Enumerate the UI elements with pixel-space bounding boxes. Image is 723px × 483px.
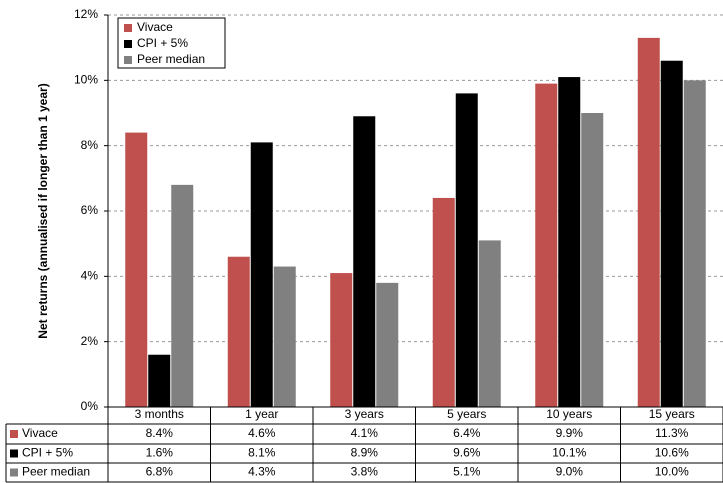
value-label: 8.9% bbox=[351, 446, 379, 460]
legend-box bbox=[117, 17, 226, 69]
value-label: 9.9% bbox=[556, 426, 584, 440]
legend-swatch bbox=[124, 24, 132, 32]
legend-swatch bbox=[124, 40, 132, 48]
table-legend-swatch bbox=[10, 449, 18, 458]
y-axis-label: Net returns (annualised if longer than 1… bbox=[36, 83, 50, 338]
bar bbox=[148, 354, 171, 407]
table-legend-swatch bbox=[10, 430, 18, 438]
value-label: 5.1% bbox=[453, 465, 481, 479]
bar bbox=[478, 240, 501, 407]
value-label: 11.3% bbox=[655, 426, 688, 440]
y-tick-label: 8% bbox=[81, 138, 99, 152]
value-label: 6.8% bbox=[146, 465, 174, 479]
y-tick-label: 2% bbox=[81, 334, 99, 348]
table-legend-swatch bbox=[10, 468, 18, 477]
value-label: 10.6% bbox=[655, 446, 689, 460]
bar bbox=[535, 83, 558, 407]
legend-label: Peer median bbox=[137, 52, 205, 66]
value-label: 8.4% bbox=[146, 426, 174, 440]
value-label: 1.6% bbox=[146, 446, 174, 460]
value-label: 9.0% bbox=[556, 465, 584, 479]
x-tick-label: 3 years bbox=[345, 407, 384, 421]
bar bbox=[455, 93, 478, 408]
bar bbox=[330, 273, 353, 407]
x-tick-label: 3 months bbox=[135, 407, 184, 421]
bar bbox=[558, 77, 581, 408]
y-tick-label: 12% bbox=[74, 7, 98, 21]
y-tick-label: 6% bbox=[81, 203, 99, 217]
bar bbox=[273, 266, 296, 407]
bar bbox=[353, 116, 376, 408]
bar bbox=[683, 80, 706, 407]
y-tick-label: 4% bbox=[81, 269, 99, 283]
x-tick-label: 15 years bbox=[649, 407, 695, 421]
value-label: 4.6% bbox=[248, 426, 276, 440]
value-label: 4.1% bbox=[351, 426, 379, 440]
bar bbox=[432, 197, 455, 407]
bar bbox=[376, 282, 399, 407]
value-label: 3.8% bbox=[351, 465, 379, 479]
value-label: 10.0% bbox=[655, 465, 689, 479]
bar bbox=[660, 60, 683, 407]
x-tick-label: 1 year bbox=[245, 407, 278, 421]
x-tick-label: 5 years bbox=[447, 407, 486, 421]
legend-label: CPI + 5% bbox=[137, 36, 188, 50]
bar bbox=[171, 184, 194, 407]
value-label: 4.3% bbox=[248, 465, 276, 479]
value-label: 6.4% bbox=[453, 426, 481, 440]
y-tick-label: 10% bbox=[74, 73, 98, 87]
value-label: 9.6% bbox=[453, 446, 481, 460]
bar bbox=[125, 132, 148, 407]
x-tick-label: 10 years bbox=[546, 407, 592, 421]
legend-swatch bbox=[124, 56, 132, 64]
bar bbox=[637, 37, 660, 407]
table-row-label: CPI + 5% bbox=[22, 446, 73, 460]
table-row-label: Vivace bbox=[22, 426, 58, 440]
bar bbox=[250, 142, 273, 407]
y-tick-label: 0% bbox=[81, 399, 99, 413]
bar bbox=[227, 256, 250, 407]
value-label: 10.1% bbox=[552, 446, 586, 460]
bar bbox=[581, 113, 604, 407]
table-row-label: Peer median bbox=[22, 465, 90, 479]
value-label: 8.1% bbox=[248, 446, 276, 460]
legend-label: Vivace bbox=[137, 20, 173, 34]
